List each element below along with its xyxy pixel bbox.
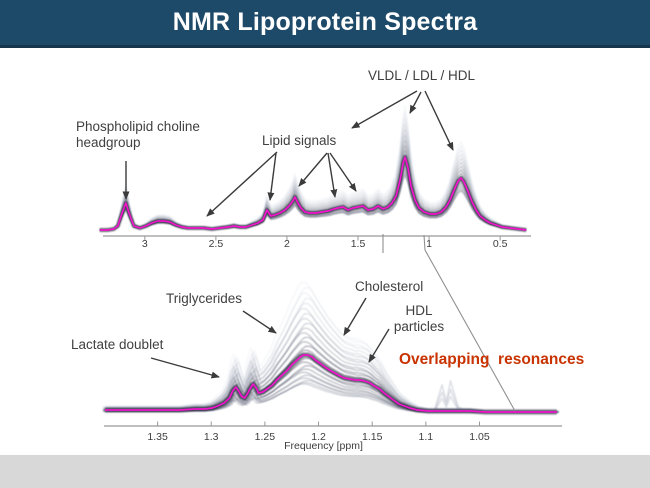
svg-text:1.05: 1.05	[469, 431, 490, 443]
svg-text:1: 1	[426, 238, 432, 250]
slide-header-bar: NMR Lipoprotein Spectra	[0, 0, 650, 48]
svg-text:1.25: 1.25	[255, 431, 276, 443]
svg-text:1.35: 1.35	[147, 431, 168, 443]
slide-title: NMR Lipoprotein Spectra	[172, 8, 478, 36]
annotation-hdl-particles: HDL particles	[393, 303, 445, 334]
annotation-overlapping-resonances: Overlapping resonances	[399, 351, 585, 368]
svg-text:0.5: 0.5	[493, 238, 508, 250]
annotation-phospholipid-choline: Phospholipid choline headgroup	[76, 119, 200, 150]
annotation-lactate-doublet: Lactate doublet	[71, 337, 164, 352]
svg-text:1.1: 1.1	[419, 431, 434, 443]
svg-text:1.5: 1.5	[351, 238, 366, 250]
annotation-cholesterol: Cholesterol	[355, 279, 424, 294]
svg-text:2: 2	[284, 238, 290, 250]
svg-text:1.3: 1.3	[204, 431, 219, 443]
svg-text:2.5: 2.5	[209, 238, 224, 250]
svg-text:Frequency [ppm]: Frequency [ppm]	[284, 440, 363, 452]
svg-text:3: 3	[142, 238, 148, 250]
annotation-lipid-signals: Lipid signals	[262, 133, 337, 148]
slide-footer-bar	[0, 455, 650, 488]
svg-text:1.2: 1.2	[311, 431, 326, 443]
annotation-triglycerides: Triglycerides	[166, 291, 243, 306]
svg-text:1.15: 1.15	[362, 431, 383, 443]
annotation-vldl-ldl-hdl: VLDL / LDL / HDL	[368, 68, 476, 83]
